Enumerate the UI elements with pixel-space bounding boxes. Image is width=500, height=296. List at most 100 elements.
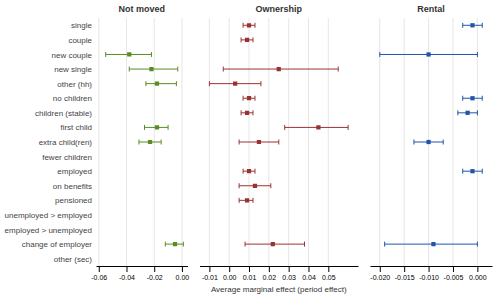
x-tick: 0.04 — [302, 266, 316, 281]
grid — [99, 18, 182, 266]
y-tick-label: fewer children — [42, 153, 92, 162]
error-cap — [270, 183, 271, 188]
point — [271, 242, 275, 246]
x-tick-label: 0.03 — [282, 274, 296, 281]
y-tick: unemployed > employed — [5, 211, 92, 220]
y-tick-label: other (hh) — [57, 80, 92, 89]
x-tick: -0.010 — [419, 266, 439, 281]
error-cap — [145, 81, 146, 86]
x-tick-label: 0.02 — [263, 274, 277, 281]
x-tick-mark — [328, 266, 329, 272]
y-tick: on benefits — [53, 182, 92, 191]
x-axis-line — [200, 266, 359, 267]
x-tick-label: -0.04 — [119, 274, 135, 281]
y-tick-label: children (stable) — [35, 109, 92, 118]
point — [426, 52, 430, 56]
point — [277, 67, 281, 71]
error-cap — [105, 52, 106, 57]
error-cap — [477, 52, 478, 57]
x-axis-line — [371, 266, 493, 267]
point — [155, 82, 159, 86]
panel-title: Rental — [417, 4, 445, 14]
error-cap — [129, 67, 130, 72]
x-tick-mark — [269, 266, 270, 272]
x-tick: -0.015 — [395, 266, 415, 281]
point — [245, 198, 249, 202]
point — [247, 169, 251, 173]
y-tick: change of employer — [22, 240, 93, 249]
error-cap — [161, 140, 162, 145]
error-cap — [477, 110, 478, 115]
grid-line — [181, 18, 182, 266]
grid-line — [209, 18, 210, 266]
point — [245, 38, 249, 42]
y-tick-label: couple — [68, 36, 92, 45]
point — [247, 96, 251, 100]
y-tick-label: first child — [60, 123, 92, 132]
y-tick-label: pensioned — [55, 196, 92, 205]
point — [470, 169, 474, 173]
grid-line — [379, 18, 380, 266]
panel-title: Not moved — [118, 4, 165, 14]
x-tick-mark — [453, 266, 454, 272]
grid-line — [126, 18, 127, 266]
x-tick: -0.04 — [119, 266, 135, 281]
y-tick: pensioned — [55, 196, 92, 205]
y-tick-label: no children — [53, 94, 92, 103]
y-tick: employed — [57, 167, 92, 176]
error-cap — [278, 140, 279, 145]
x-tick-label: 0.05 — [322, 274, 336, 281]
error-cap — [252, 37, 253, 42]
y-tick-label: employed — [57, 167, 92, 176]
panel-title: Ownership — [255, 4, 302, 14]
y-tick: first child — [60, 123, 92, 132]
error-cap — [443, 140, 444, 145]
error-cap — [482, 169, 483, 174]
error-cap — [462, 169, 463, 174]
y-tick: no children — [53, 94, 92, 103]
grid-line — [477, 18, 478, 266]
error-cap — [176, 81, 177, 86]
error-cap — [457, 110, 458, 115]
marks — [106, 52, 184, 247]
error-cap — [304, 242, 305, 247]
grid-line — [328, 18, 329, 266]
error-cap — [144, 125, 145, 130]
y-tick: extra child(ren) — [39, 138, 93, 147]
x-tick-mark — [229, 266, 230, 272]
x-tick-label: 0.01 — [243, 274, 257, 281]
point — [470, 23, 474, 27]
error-cap — [183, 242, 184, 247]
grid — [380, 18, 478, 266]
error-cap — [477, 242, 478, 247]
y-tick-label: single — [71, 21, 92, 30]
x-tick-mark — [380, 266, 381, 272]
point — [173, 242, 177, 246]
x-tick-label: -0.020 — [370, 274, 390, 281]
marks — [380, 23, 482, 247]
chart: -0.06-0.04-0.020.00singlecouplenew coupl… — [0, 0, 500, 296]
error-cap — [462, 96, 463, 101]
x-tick: -0.02 — [147, 266, 163, 281]
error-cap — [243, 169, 244, 174]
error-cap — [482, 23, 483, 28]
point — [431, 242, 435, 246]
grid-line — [229, 18, 230, 266]
x-tick-label: -0.005 — [444, 274, 464, 281]
y-tick-label: new single — [54, 65, 92, 74]
error-cap — [245, 242, 246, 247]
x-tick-mark — [289, 266, 290, 272]
error-cap — [168, 125, 169, 130]
y-tick-label: employed > unemployed — [5, 226, 92, 235]
error-cap — [209, 81, 210, 86]
x-tick: 0.05 — [322, 266, 336, 281]
panel: -0.020-0.015-0.010-0.0050.000Rental — [370, 4, 492, 281]
x-axis-title: Average marginal effect (period effect) — [211, 285, 347, 294]
x-tick: 0.02 — [263, 266, 277, 281]
y-tick: single — [71, 21, 92, 30]
x-tick-label: 0.04 — [302, 274, 316, 281]
error-cap — [252, 198, 253, 203]
y-tick: couple — [68, 36, 92, 45]
error-bar — [146, 83, 176, 84]
x-tick: -0.020 — [370, 266, 390, 281]
